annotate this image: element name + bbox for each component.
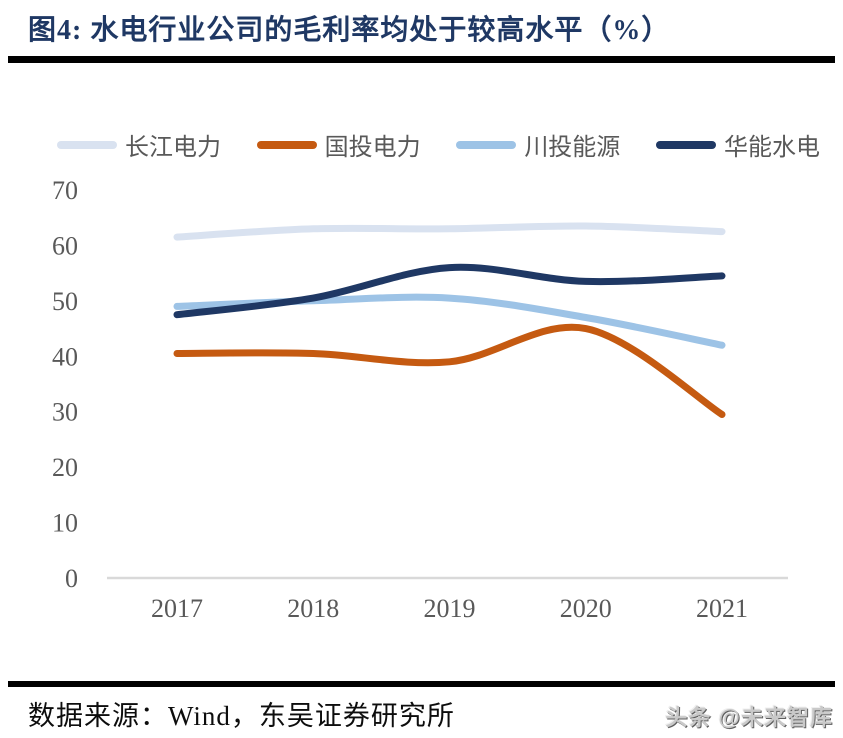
legend-label: 国投电力 <box>324 135 421 161</box>
y-tick-label: 40 <box>52 342 78 371</box>
figure-title: 图4: 水电行业公司的毛利率均处于较高水平（%） <box>28 15 671 46</box>
data-source-text: 数据来源：Wind，东吴证券研究所 <box>28 701 455 731</box>
legend-swatch-huaneng <box>655 140 716 149</box>
series-line-1 <box>173 323 726 418</box>
legend-item-changjiang-power: 长江电力 <box>57 127 221 162</box>
title-divider <box>8 56 835 63</box>
chart-legend: 长江电力 国投电力 川投能源 华能水电 <box>57 127 820 162</box>
x-tick-label: 2017 <box>151 594 203 623</box>
watermark-text: 头条 @未来智库 <box>665 705 833 730</box>
x-tick-label: 2020 <box>560 594 612 623</box>
legend-swatch-changjiang <box>57 140 117 149</box>
y-tick-label: 20 <box>52 453 78 482</box>
y-tick-label: 70 <box>52 176 78 205</box>
y-tick-label: 0 <box>65 564 78 593</box>
legend-item-guotou-power: 国投电力 <box>256 127 421 162</box>
legend-label: 长江电力 <box>125 135 221 161</box>
legend-item-chuantou-energy: 川投能源 <box>456 127 620 162</box>
y-tick-label: 60 <box>52 231 78 260</box>
series-line-0 <box>173 222 726 241</box>
legend-swatch-chuantou <box>456 140 517 149</box>
footer-divider <box>8 681 835 687</box>
legend-label: 华能水电 <box>723 135 820 161</box>
gross-margin-line-chart: 0 10 20 30 40 50 60 70 2017 2018 2019 2020 2021 <box>52 176 788 623</box>
series-line-3 <box>173 263 726 319</box>
legend-item-huaneng-hydro: 华能水电 <box>655 127 820 162</box>
x-tick-label: 2021 <box>696 594 748 623</box>
y-tick-label: 30 <box>52 398 78 427</box>
x-tick-label: 2019 <box>424 594 476 623</box>
legend-swatch-guotou <box>256 140 317 149</box>
legend-label: 川投能源 <box>524 135 621 161</box>
y-tick-label: 10 <box>52 509 78 538</box>
x-tick-label: 2018 <box>287 594 339 623</box>
y-tick-label: 50 <box>52 287 78 316</box>
